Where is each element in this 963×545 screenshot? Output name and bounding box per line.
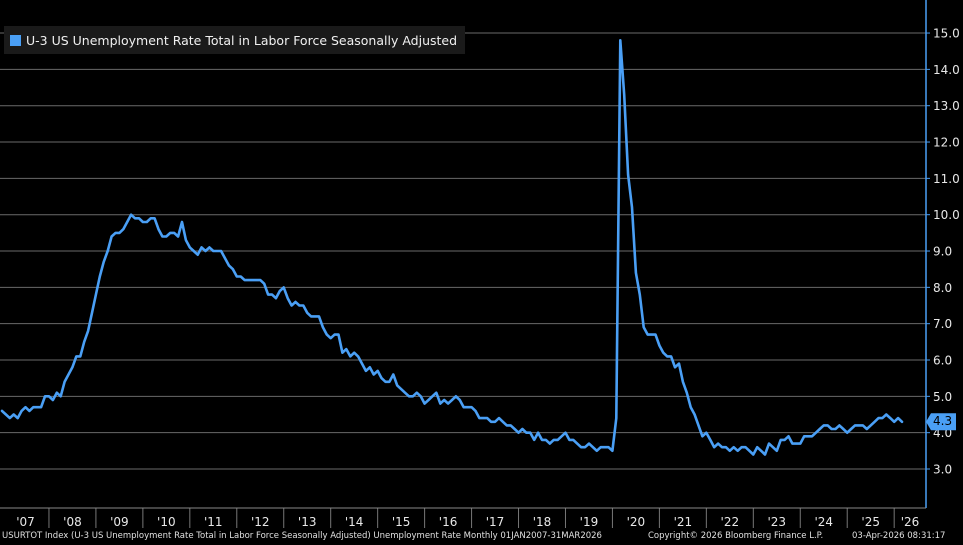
x-tick-label: '14 — [345, 515, 364, 529]
footer-copyright: Copyright© 2026 Bloomberg Finance L.P. — [648, 531, 824, 541]
legend-label: U-3 US Unemployment Rate Total in Labor … — [26, 32, 458, 48]
series-line-u3-unemployment — [0, 39, 904, 456]
last-value-marker — [926, 413, 956, 431]
x-tick-label: '20 — [627, 515, 646, 529]
y-tick-label: 12.0 — [933, 136, 960, 150]
x-tick-label: '25 — [861, 515, 880, 529]
x-tick-label: '16 — [439, 515, 458, 529]
y-tick-label: 3.0 — [933, 463, 952, 477]
y-tick-label: 11.0 — [933, 172, 960, 186]
y-tick-label: 14.0 — [933, 63, 960, 77]
legend: U-3 US Unemployment Rate Total in Labor … — [4, 26, 466, 54]
x-tick-label: '23 — [767, 515, 786, 529]
x-tick-label: '13 — [298, 515, 317, 529]
x-tick-label: '10 — [157, 515, 176, 529]
y-tick-label: 7.0 — [933, 317, 952, 331]
x-tick-label: '17 — [486, 515, 505, 529]
y-tick-label: 8.0 — [933, 281, 952, 295]
footer-description: USURTOT Index (U-3 US Unemployment Rate … — [2, 531, 602, 541]
y-tick-label: 10.0 — [933, 208, 960, 222]
x-tick-label: '09 — [110, 515, 129, 529]
y-tick-label: 15.0 — [933, 27, 960, 41]
legend-swatch — [10, 34, 21, 46]
x-tick-label: '24 — [814, 515, 833, 529]
y-tick-label: 13.0 — [933, 99, 960, 113]
y-axis-ticks: 3.04.05.06.07.08.09.010.011.012.013.014.… — [926, 27, 960, 477]
y-tick-label: 6.0 — [933, 354, 952, 368]
x-tick-label: '26 — [901, 515, 920, 529]
x-tick-label: '15 — [392, 515, 411, 529]
x-tick-label: '07 — [16, 515, 35, 529]
x-tick-label: '12 — [251, 515, 270, 529]
x-tick-label: '11 — [204, 515, 223, 529]
x-tick-label: '19 — [580, 515, 599, 529]
y-tick-label: 5.0 — [933, 390, 952, 404]
y-tick-label: 9.0 — [933, 245, 952, 259]
x-tick-label: '22 — [721, 515, 740, 529]
x-tick-label: '21 — [674, 515, 693, 529]
x-axis-ticks: '07 '08 '09 '10 '11 '12 '13 '14 '15 '16 '17 '18 '19 '… — [16, 508, 919, 529]
footer-timestamp: 03-Apr-2026 08:31:17 — [852, 531, 946, 541]
x-tick-label: '08 — [63, 515, 82, 529]
last-value-label: 4.3 — [933, 414, 953, 429]
x-tick-label: '18 — [533, 515, 552, 529]
